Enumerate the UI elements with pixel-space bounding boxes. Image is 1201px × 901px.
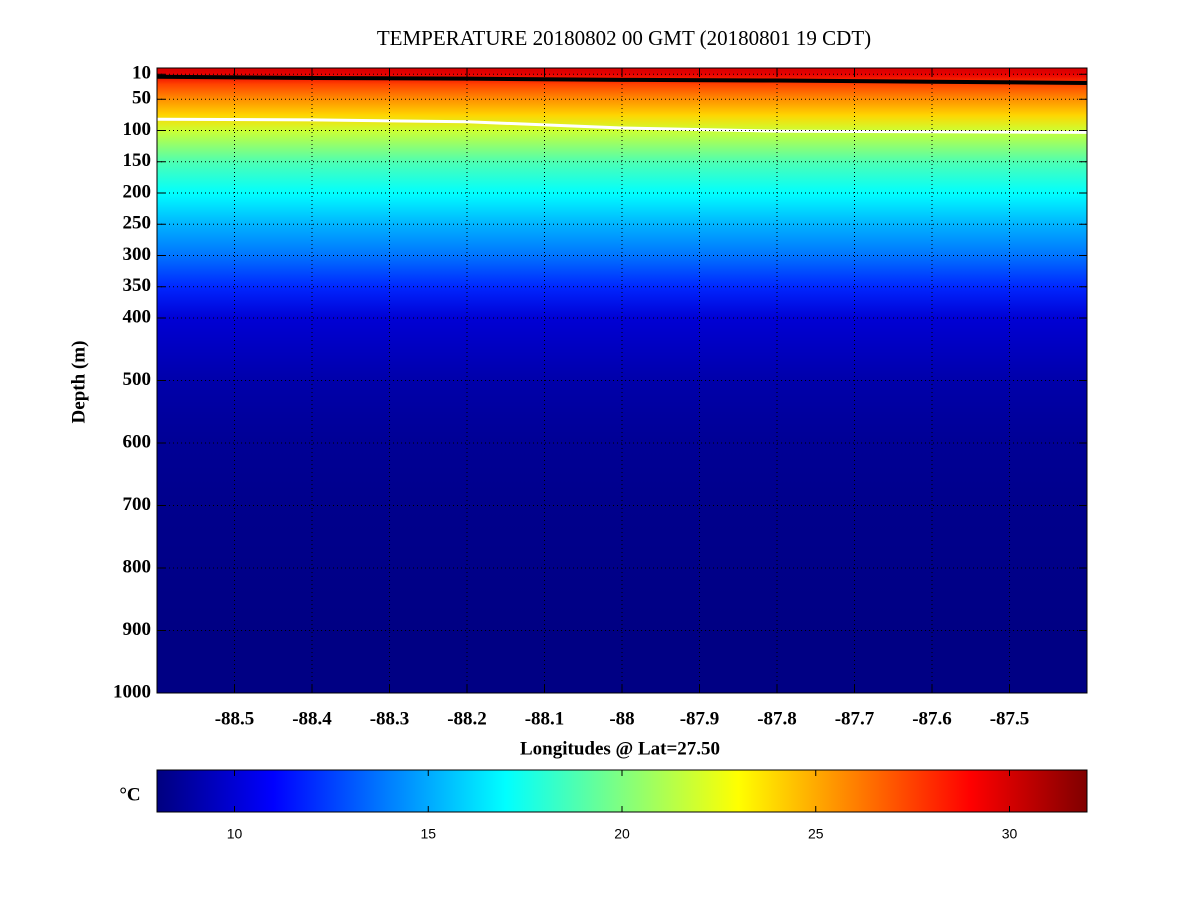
x-tick-label: -87.5: [990, 708, 1030, 729]
y-tick-label: 10: [132, 63, 151, 84]
x-tick-label: -88.1: [525, 708, 565, 729]
y-axis-label: Depth (m): [68, 341, 89, 424]
x-tick-label: -88: [609, 708, 634, 729]
colorbar-tick-label: 25: [808, 826, 824, 842]
x-tick-label: -88.4: [292, 708, 332, 729]
chart-title: TEMPERATURE 20180802 00 GMT (20180801 19…: [377, 26, 871, 50]
y-tick-label: 400: [123, 306, 152, 327]
y-tick-label: 50: [132, 88, 151, 109]
y-tick-label: 1000: [113, 681, 151, 702]
x-axis-label: Longitudes @ Lat=27.50: [520, 738, 720, 759]
temperature-band: [157, 318, 1087, 381]
temperature-band: [157, 114, 1087, 131]
y-tick-label: 350: [123, 275, 152, 296]
y-tick-label: 250: [123, 213, 152, 234]
y-tick-label: 300: [123, 244, 152, 265]
y-tick-label: 500: [123, 369, 152, 390]
temperature-band: [157, 568, 1087, 631]
x-tick-label: -87.7: [835, 708, 875, 729]
colorbar-label: °C: [119, 784, 140, 805]
y-tick-label: 100: [123, 119, 152, 140]
contour-line: [157, 74, 1087, 85]
temperature-band: [157, 443, 1087, 506]
temperature-band: [157, 83, 1087, 100]
y-tick-label: 150: [123, 150, 152, 171]
colorbar-tick-label: 10: [227, 826, 243, 842]
y-tick-label: 600: [123, 431, 152, 452]
y-tick-label: 200: [123, 181, 152, 202]
x-tick-label: -87.6: [912, 708, 952, 729]
colorbar-tick-label: 15: [420, 826, 436, 842]
x-tick-label: -87.8: [757, 708, 797, 729]
x-tick-label: -88.3: [370, 708, 410, 729]
x-tick-label: -88.2: [447, 708, 487, 729]
y-tick-label: 900: [123, 619, 152, 640]
x-tick-label: -87.9: [680, 708, 720, 729]
colorbar-tick-label: 30: [1002, 826, 1018, 842]
y-tick-label: 800: [123, 556, 152, 577]
temperature-band: [157, 286, 1087, 319]
temperature-band: [157, 99, 1087, 116]
x-tick-label: -88.5: [215, 708, 255, 729]
colorbar-tick-label: 20: [614, 826, 630, 842]
colorbar: [156, 769, 1088, 813]
y-tick-label: 700: [123, 494, 152, 515]
plot-frame: [156, 67, 1088, 694]
temperature-band: [157, 130, 1087, 163]
